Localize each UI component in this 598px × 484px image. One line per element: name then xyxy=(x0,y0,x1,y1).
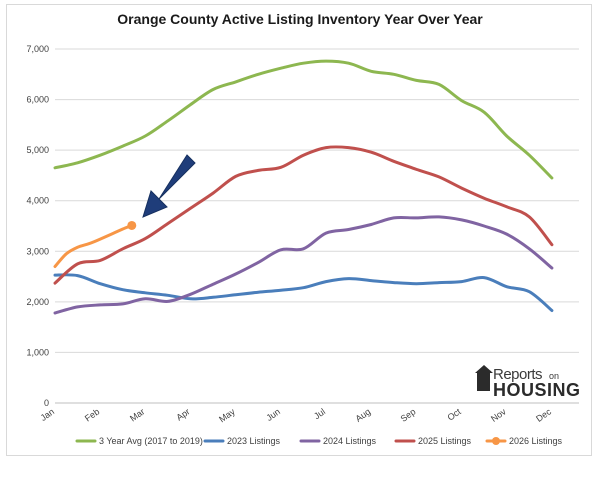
series-line-0 xyxy=(53,59,554,180)
logo-reports-text: Reports xyxy=(493,366,542,383)
legend: 3 Year Avg (2017 to 2019) 2023 Listings 20… xyxy=(75,436,563,446)
y-axis-ticks: 0 1,000 2,000 3,000 4,000 5,000 6,000 7,000 xyxy=(26,44,49,408)
legend-marker xyxy=(492,437,500,445)
series-line-4 xyxy=(53,224,134,268)
x-tick-label: Dec xyxy=(534,406,553,424)
series-line-2 xyxy=(53,215,554,315)
x-tick-label: Jul xyxy=(312,406,327,421)
logo-housing-text: HOUSING xyxy=(493,380,581,400)
chart-frame: Orange County Active Listing Inventory Y… xyxy=(6,4,592,456)
y-tick-label: 0 xyxy=(44,398,49,408)
series-lines xyxy=(53,59,554,315)
x-tick-label: Feb xyxy=(83,406,101,423)
x-tick-label: May xyxy=(217,406,237,424)
y-tick-label: 6,000 xyxy=(26,95,49,105)
x-tick-label: Sep xyxy=(399,406,418,423)
x-tick-label: Jan xyxy=(39,406,57,423)
x-axis-ticks: Jan Feb Mar Apr May Jun Jul Aug Sep Oct Nov Dec xyxy=(39,406,554,424)
series-end-marker xyxy=(127,220,137,230)
annotation-arrow xyxy=(142,154,196,218)
series-line-1 xyxy=(53,273,554,312)
series-line-3 xyxy=(53,145,554,285)
logo-on-text: on xyxy=(549,371,559,381)
x-tick-label: Apr xyxy=(174,406,191,422)
logo-house-mark xyxy=(477,371,490,391)
y-tick-label: 2,000 xyxy=(26,297,49,307)
x-tick-label: Nov xyxy=(489,406,508,424)
x-tick-label: Oct xyxy=(445,406,463,423)
chart-title: Orange County Active Listing Inventory Y… xyxy=(117,11,483,27)
legend-label: 2024 Listings xyxy=(323,436,377,446)
legend-label: 2025 Listings xyxy=(418,436,472,446)
y-tick-label: 4,000 xyxy=(26,196,49,206)
logo-roof-mark xyxy=(475,365,493,373)
y-tick-label: 3,000 xyxy=(26,246,49,256)
x-tick-label: Aug xyxy=(353,406,372,423)
x-tick-label: Jun xyxy=(264,406,282,423)
legend-label: 2026 Listings xyxy=(509,436,563,446)
arrow-icon xyxy=(142,154,196,218)
y-tick-label: 7,000 xyxy=(26,44,49,54)
line-chart: Orange County Active Listing Inventory Y… xyxy=(26,11,581,446)
y-tick-label: 5,000 xyxy=(26,145,49,155)
legend-label: 3 Year Avg (2017 to 2019) xyxy=(99,436,203,446)
reports-on-housing-logo: Reports on HOUSING xyxy=(475,365,581,400)
legend-label: 2023 Listings xyxy=(227,436,281,446)
y-tick-label: 1,000 xyxy=(26,347,49,357)
x-tick-label: Mar xyxy=(128,406,146,423)
